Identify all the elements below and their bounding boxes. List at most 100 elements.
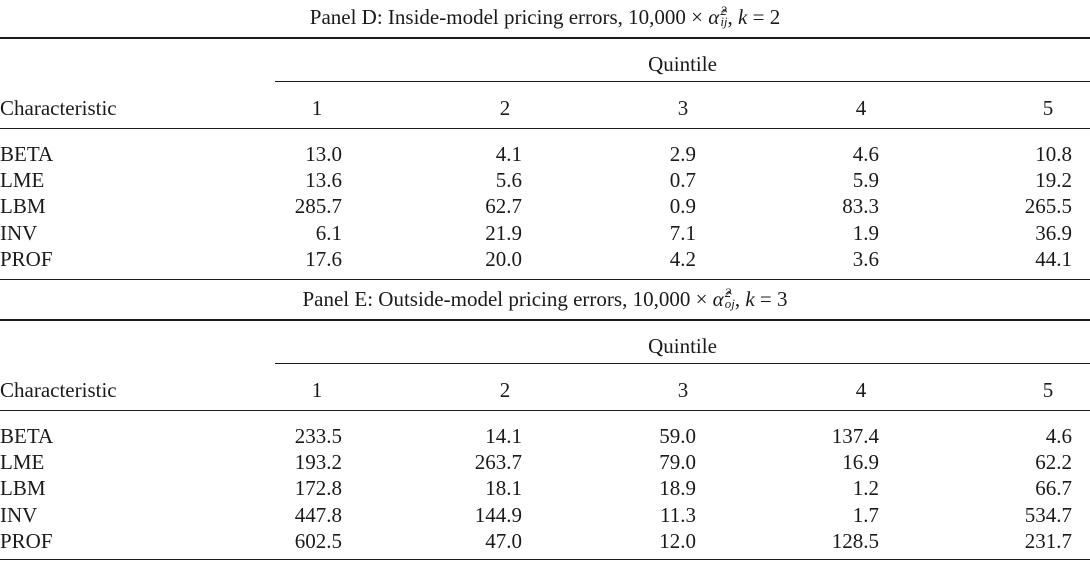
table-cell: 144.9	[474, 502, 522, 527]
top-rule	[0, 319, 1090, 321]
table-cell: 66.7	[1035, 476, 1072, 501]
row-label: INV	[0, 220, 38, 245]
table-cell: 233.5	[294, 424, 342, 448]
table-cell: 265.5	[1024, 194, 1072, 219]
table-cell: 13.0	[305, 142, 342, 166]
table-cell: 18.1	[485, 476, 522, 501]
table-cell: 5.9	[852, 168, 879, 193]
table-cell: 193.2	[294, 450, 342, 475]
top-rule	[0, 37, 1090, 39]
column-header-5: 5	[1042, 96, 1054, 120]
characteristic-header: Characteristic	[0, 96, 117, 120]
row-label: PROF	[0, 528, 53, 553]
panel-title: Panel E: Outside-model pricing errors, 1…	[0, 286, 1090, 312]
title-separator: ,	[727, 5, 739, 29]
alpha-subscript: ij	[720, 14, 728, 30]
k-label: k	[745, 287, 755, 311]
table-cell: 0.7	[669, 168, 696, 193]
column-header-1: 1	[311, 378, 323, 402]
table-cell: 285.7	[294, 194, 342, 219]
alpha-superscript: 2	[720, 3, 727, 19]
k-value: = 2	[747, 5, 781, 29]
table-cell: 13.6	[305, 168, 342, 193]
row-label: LME	[0, 450, 45, 475]
table-cell: 7.1	[669, 220, 696, 245]
bottom-rule	[0, 559, 1090, 560]
panel-title: Panel D: Inside-model pricing errors, 10…	[0, 4, 1090, 30]
table-cell: 44.1	[1035, 246, 1072, 271]
panel-e: Panel E: Outside-model pricing errors, 1…	[0, 282, 1090, 564]
column-header-1: 1	[311, 96, 323, 120]
table-cell: 47.0	[485, 528, 522, 553]
alpha-superscript: 2	[724, 285, 732, 301]
column-header-4: 4	[855, 378, 867, 402]
characteristic-header: Characteristic	[0, 378, 117, 402]
table-cell: 79.0	[659, 450, 696, 475]
header-rule	[0, 128, 1090, 129]
table-cell: 19.2	[1035, 168, 1072, 193]
table-cell: 59.0	[659, 424, 696, 448]
row-label: INV	[0, 502, 38, 527]
alpha-symbol: α̂	[712, 287, 724, 311]
row-label: BETA	[0, 142, 54, 166]
table-cell: 14.1	[485, 424, 522, 448]
k-value: = 3	[754, 287, 788, 311]
table-cell: 172.8	[294, 476, 342, 501]
table-cell: 5.6	[495, 168, 522, 193]
quintile-rule	[275, 363, 1090, 364]
row-label: LBM	[0, 194, 46, 219]
bottom-rule	[0, 279, 1090, 280]
table-cell: 62.2	[1035, 450, 1072, 475]
column-header-5: 5	[1042, 378, 1054, 402]
table-cell: 4.1	[495, 142, 522, 166]
row-label: BETA	[0, 424, 54, 448]
row-label: LME	[0, 168, 45, 193]
column-header-2: 2	[499, 378, 511, 402]
title-prefix: Panel D: Inside-model pricing errors, 10…	[309, 5, 709, 29]
table-cell: 21.9	[485, 220, 522, 245]
column-header-2: 2	[499, 96, 511, 120]
table-cell: 36.9	[1035, 220, 1072, 245]
column-header-3: 3	[677, 96, 689, 120]
table-cell: 1.7	[852, 502, 879, 527]
quintile-rule	[275, 81, 1090, 82]
alpha-symbol: α̂	[708, 5, 720, 29]
header-rule	[0, 410, 1090, 411]
panel-d: Panel D: Inside-model pricing errors, 10…	[0, 4, 1090, 280]
row-label: PROF	[0, 246, 53, 271]
table-cell: 12.0	[659, 528, 696, 553]
table-cell: 2.9	[669, 142, 696, 166]
table-cell: 17.6	[305, 246, 342, 271]
table-cell: 6.1	[315, 220, 342, 245]
table-cell: 231.7	[1024, 528, 1072, 553]
table-cell: 18.9	[659, 476, 696, 501]
table-cell: 10.8	[1035, 142, 1072, 166]
table-cell: 4.6	[852, 142, 879, 166]
row-label: LBM	[0, 476, 46, 501]
title-prefix: Panel E: Outside-model pricing errors, 1…	[302, 287, 713, 311]
title-separator: ,	[734, 287, 746, 311]
table-cell: 83.3	[842, 194, 879, 219]
table-cell: 263.7	[474, 450, 522, 475]
quintile-header: Quintile	[648, 52, 717, 76]
table-cell: 1.9	[852, 220, 879, 245]
alpha-scripts: 2 oj	[724, 285, 735, 312]
table-cell: 3.6	[852, 246, 879, 271]
column-header-3: 3	[677, 378, 689, 402]
table-cell: 62.7	[485, 194, 522, 219]
alpha-subscript: oj	[724, 296, 735, 312]
table-cell: 4.2	[669, 246, 696, 271]
k-label: k	[738, 5, 748, 29]
alpha-scripts: 2 ij	[720, 3, 728, 30]
table-cell: 602.5	[294, 528, 342, 553]
table-cell: 0.9	[669, 194, 696, 219]
table-cell: 1.2	[852, 476, 879, 501]
column-header-4: 4	[855, 96, 867, 120]
table-cell: 11.3	[660, 502, 696, 527]
table-cell: 534.7	[1024, 502, 1072, 527]
quintile-header: Quintile	[648, 334, 717, 358]
table-cell: 447.8	[294, 502, 342, 527]
table-cell: 137.4	[831, 424, 879, 448]
table-cell: 16.9	[842, 450, 879, 475]
table-cell: 20.0	[485, 246, 522, 271]
